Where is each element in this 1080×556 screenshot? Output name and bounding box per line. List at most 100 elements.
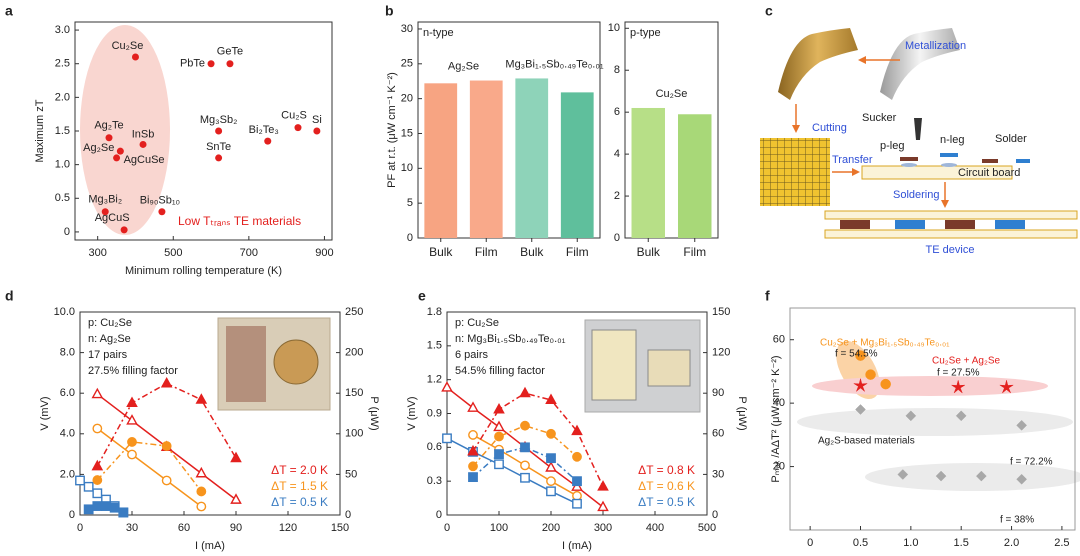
panel-label: f bbox=[765, 288, 770, 304]
marker bbox=[853, 378, 868, 392]
x-tick-label: 30 bbox=[126, 522, 138, 534]
marker bbox=[494, 449, 504, 459]
marker bbox=[905, 410, 917, 422]
point bbox=[158, 208, 166, 216]
marker bbox=[467, 401, 479, 412]
y-tick-label: 20 bbox=[401, 93, 413, 105]
film-silver bbox=[880, 28, 960, 100]
marker bbox=[75, 475, 85, 486]
group-label: Ag₂Se bbox=[448, 60, 479, 72]
y-tick-label: 3.0 bbox=[55, 24, 70, 36]
y-tick-label: 5 bbox=[407, 197, 413, 209]
y-tick-label: 0 bbox=[407, 232, 413, 244]
note: 17 pairs bbox=[88, 349, 128, 361]
circuit-board bbox=[861, 165, 1013, 180]
x-tick-label: 900 bbox=[315, 247, 333, 259]
y-tick-label: 1.8 bbox=[427, 306, 442, 318]
x-tick-label: Bulk bbox=[429, 245, 453, 259]
cut-grid bbox=[760, 138, 830, 206]
y2-tick-label: 100 bbox=[345, 428, 363, 440]
x-tick-label: 150 bbox=[331, 522, 349, 534]
point bbox=[105, 134, 113, 142]
y-axis-label: Maximum zT bbox=[34, 99, 46, 162]
bar bbox=[631, 107, 665, 238]
y-tick-label: 1.5 bbox=[427, 340, 442, 352]
marker bbox=[1016, 419, 1027, 431]
part-label: n-leg bbox=[940, 134, 964, 146]
bar bbox=[424, 83, 458, 238]
marker bbox=[195, 466, 208, 478]
point bbox=[294, 124, 302, 132]
y2-axis-label: P (μW) bbox=[368, 396, 380, 430]
group-label: Cu₂Se bbox=[656, 88, 688, 100]
panel-label: e bbox=[418, 288, 426, 304]
note: 6 pairs bbox=[455, 349, 489, 361]
y-tick-label: 0 bbox=[69, 509, 75, 521]
marker bbox=[571, 424, 583, 436]
point bbox=[207, 60, 215, 68]
x-tick-label: 500 bbox=[698, 522, 716, 534]
marker bbox=[494, 431, 504, 442]
marker bbox=[597, 480, 609, 491]
marker bbox=[955, 410, 967, 422]
region-shade bbox=[80, 25, 170, 235]
point-label: Si bbox=[312, 114, 322, 126]
marker bbox=[999, 380, 1014, 394]
marker bbox=[83, 504, 94, 515]
marker bbox=[127, 449, 137, 460]
point-label: SnTe bbox=[206, 141, 231, 153]
part-label: Sucker bbox=[862, 112, 897, 124]
arrowhead bbox=[792, 125, 800, 133]
marker bbox=[196, 486, 207, 497]
point bbox=[116, 147, 124, 155]
note: p: Cu₂Se bbox=[455, 317, 499, 329]
device-plate bbox=[824, 210, 1078, 220]
film-gold bbox=[778, 28, 858, 100]
x-tick-label: 120 bbox=[279, 522, 297, 534]
x-tick-label: 300 bbox=[88, 247, 106, 259]
step-label: Cutting bbox=[812, 122, 847, 134]
point-label: Ag₂Te bbox=[94, 120, 123, 132]
bar bbox=[560, 92, 594, 238]
part-label: Solder bbox=[995, 133, 1027, 145]
point bbox=[120, 226, 128, 234]
plot-frame bbox=[417, 21, 601, 239]
y2-tick-label: 150 bbox=[712, 306, 730, 318]
marker bbox=[546, 486, 556, 497]
series-annotation: f = 72.2% bbox=[1010, 457, 1053, 468]
y-tick-label: 2 bbox=[614, 190, 620, 202]
plot-frame bbox=[624, 21, 719, 239]
x-tick-label: 400 bbox=[646, 522, 664, 534]
marker bbox=[101, 501, 111, 511]
legend-entry: ΔT = 0.8 K bbox=[638, 463, 695, 477]
y-tick-label: 4 bbox=[614, 148, 620, 160]
point bbox=[131, 53, 139, 61]
x-tick-label: 100 bbox=[490, 522, 508, 534]
p-leg bbox=[945, 220, 975, 229]
series-label: Cu₂Se + Ag₂Se bbox=[932, 356, 1001, 367]
marker bbox=[230, 493, 242, 504]
marker bbox=[855, 404, 866, 415]
y-axis-label: Pₘₐₓ /AΔT² (μW cm⁻² K⁻²) bbox=[770, 355, 782, 482]
p-leg bbox=[900, 157, 918, 161]
y-tick-label: 0.3 bbox=[427, 475, 442, 487]
region-shade bbox=[865, 463, 1080, 491]
y-tick-label: 60 bbox=[773, 334, 785, 346]
y-axis-label: PF at r.t. (μW cm⁻¹ K⁻²) bbox=[386, 72, 398, 188]
series-annotation: f = 54.5% bbox=[835, 349, 878, 360]
x-tick-label: Bulk bbox=[637, 245, 661, 259]
power-curve bbox=[96, 382, 237, 467]
x-tick-label: 1.0 bbox=[903, 537, 918, 549]
y2-tick-label: 50 bbox=[345, 468, 357, 480]
y-tick-label: 0 bbox=[64, 226, 70, 238]
point bbox=[313, 127, 321, 135]
marker bbox=[83, 481, 94, 492]
power-curve bbox=[96, 441, 202, 492]
marker bbox=[467, 444, 479, 456]
device-plate bbox=[824, 229, 1078, 239]
x-tick-label: 2.0 bbox=[1004, 537, 1019, 549]
part-label: Circuit board bbox=[958, 167, 1020, 179]
marker bbox=[118, 507, 129, 518]
y-tick-label: 0 bbox=[436, 509, 442, 521]
